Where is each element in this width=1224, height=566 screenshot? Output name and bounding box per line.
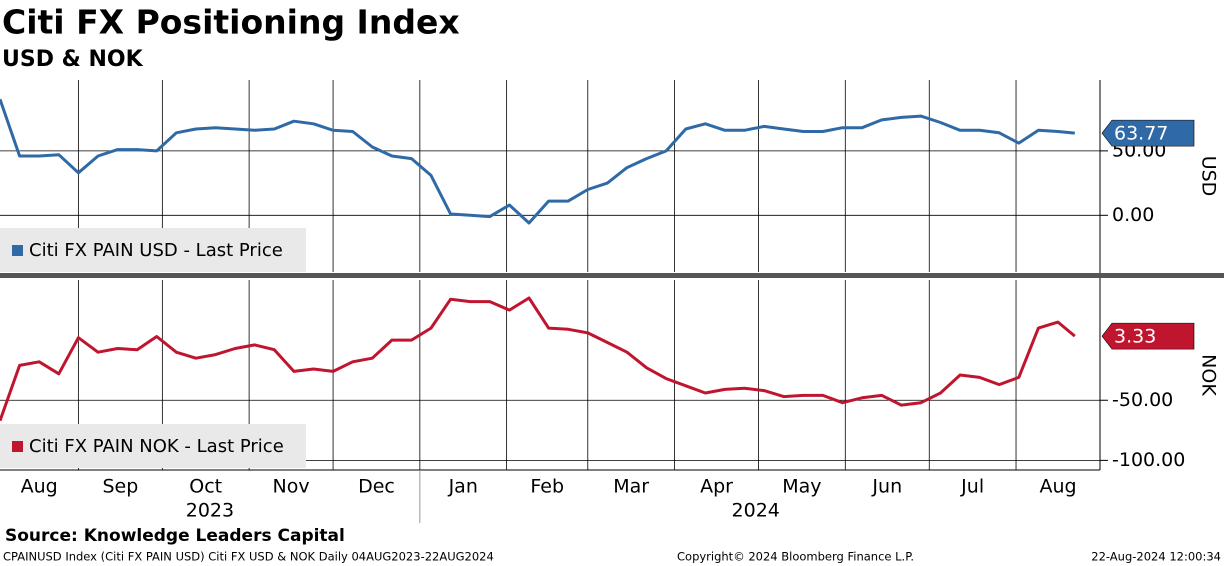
chart-subtitle: USD & NOK: [2, 47, 144, 72]
line-series: [0, 98, 1075, 225]
y-tick-label: 0.00: [1112, 204, 1154, 226]
x-tick-label: Aug: [21, 476, 58, 498]
x-tick-label: Jun: [871, 476, 902, 498]
chart-title: Citi FX Positioning Index: [2, 3, 460, 42]
y-axis-title: NOK: [1198, 354, 1220, 396]
panel-divider: [0, 273, 1224, 278]
x-tick-label: Feb: [530, 476, 564, 498]
legend-box: [0, 424, 306, 468]
legend-box: [0, 228, 306, 272]
y-axis-title: USD: [1198, 156, 1220, 197]
x-tick-label: Nov: [273, 476, 310, 498]
legend-swatch: [12, 245, 23, 256]
last-price-tag: [1101, 322, 1195, 350]
last-price-tag: [1101, 119, 1195, 147]
x-tick-label: May: [782, 476, 821, 498]
x-tick-label: Jul: [960, 476, 984, 498]
legend-label: Citi FX PAIN USD - Last Price: [29, 240, 283, 261]
source: Source: Knowledge Leaders Capital: [5, 526, 345, 546]
year-label: 2024: [732, 500, 780, 522]
x-tick-label: Sep: [102, 476, 138, 498]
year-label: 2023: [186, 500, 234, 522]
line-series: [0, 296, 1076, 422]
last-price-label: 3.33: [1114, 326, 1156, 348]
y-tick-label: -50.00: [1112, 389, 1173, 411]
footer-right: 22-Aug-2024 12:00:34: [1091, 550, 1221, 564]
x-tick-label: Dec: [358, 476, 395, 498]
x-tick-label: Oct: [189, 476, 222, 498]
footer-center: Copyright© 2024 Bloomberg Finance L.P.: [677, 550, 914, 564]
x-tick-label: Aug: [1039, 476, 1076, 498]
legend-label: Citi FX PAIN NOK - Last Price: [29, 436, 284, 457]
y-tick-label: -100.00: [1112, 449, 1185, 471]
x-tick-label: Apr: [700, 476, 733, 498]
footer-left: CPAINUSD Index (Citi FX PAIN USD) Citi F…: [3, 550, 494, 564]
x-tick-label: Mar: [613, 476, 649, 498]
legend-swatch: [12, 441, 23, 452]
last-price-label: 63.77: [1114, 123, 1168, 145]
x-tick-label: Jan: [448, 476, 478, 498]
